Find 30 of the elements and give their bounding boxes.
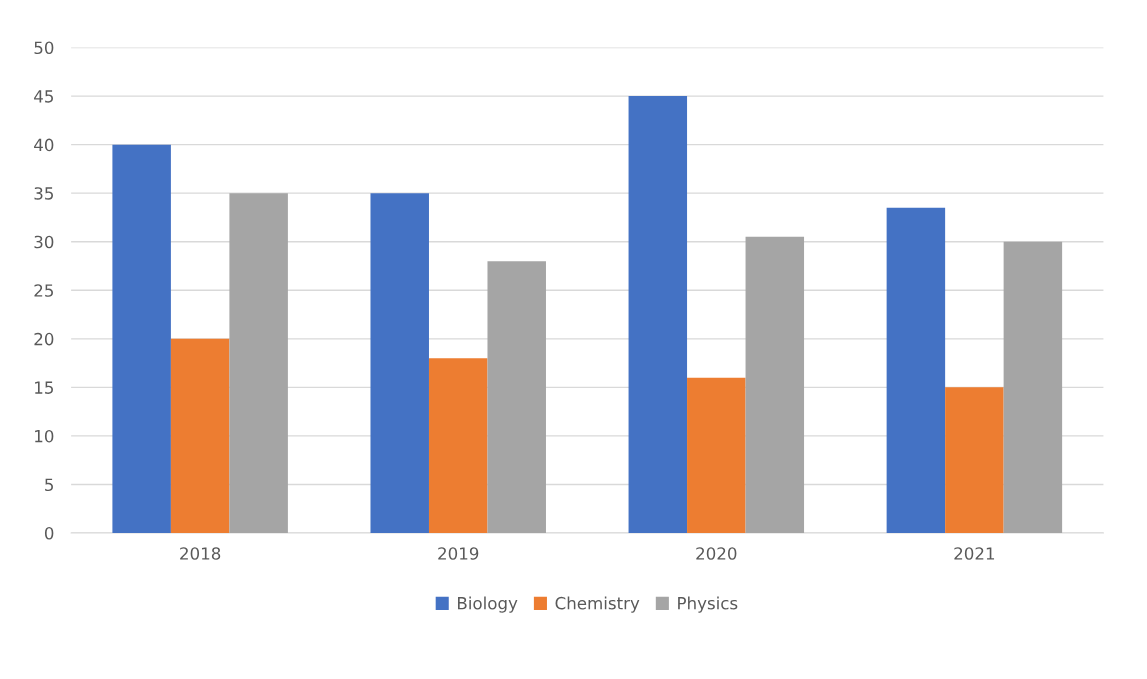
x-tick-label: 2019 xyxy=(438,547,479,560)
legend-label: Chemistry xyxy=(555,596,640,613)
x-tick-label: 2018 xyxy=(180,547,221,560)
y-tick-label: 30 xyxy=(34,235,54,249)
y-tick-label: 35 xyxy=(34,187,53,200)
y-tick-label: 15 xyxy=(35,381,53,394)
bar xyxy=(745,236,805,534)
bar xyxy=(229,193,288,534)
legend-label: Physics xyxy=(678,596,738,613)
y-tick-label: 10 xyxy=(35,429,54,443)
y-tick-label: 50 xyxy=(34,41,54,55)
bar xyxy=(170,338,230,534)
y-tick-label: 45 xyxy=(34,90,53,103)
bar xyxy=(487,261,546,534)
bar xyxy=(886,207,946,534)
y-tick-label: 0 xyxy=(44,526,54,540)
bar xyxy=(1003,241,1063,534)
y-tick-label: 5 xyxy=(45,478,53,492)
x-tick-label: 2020 xyxy=(696,547,737,560)
bar xyxy=(628,96,688,534)
legend-label: Biology xyxy=(458,596,518,613)
bar xyxy=(945,387,1004,534)
bar xyxy=(428,358,488,534)
bar xyxy=(112,144,171,534)
bar xyxy=(687,377,746,534)
y-tick-label: 40 xyxy=(34,138,54,152)
y-tick-label: 20 xyxy=(34,332,54,346)
bar xyxy=(370,193,429,534)
x-tick-label: 2021 xyxy=(954,547,995,560)
y-tick-label: 25 xyxy=(34,284,53,297)
